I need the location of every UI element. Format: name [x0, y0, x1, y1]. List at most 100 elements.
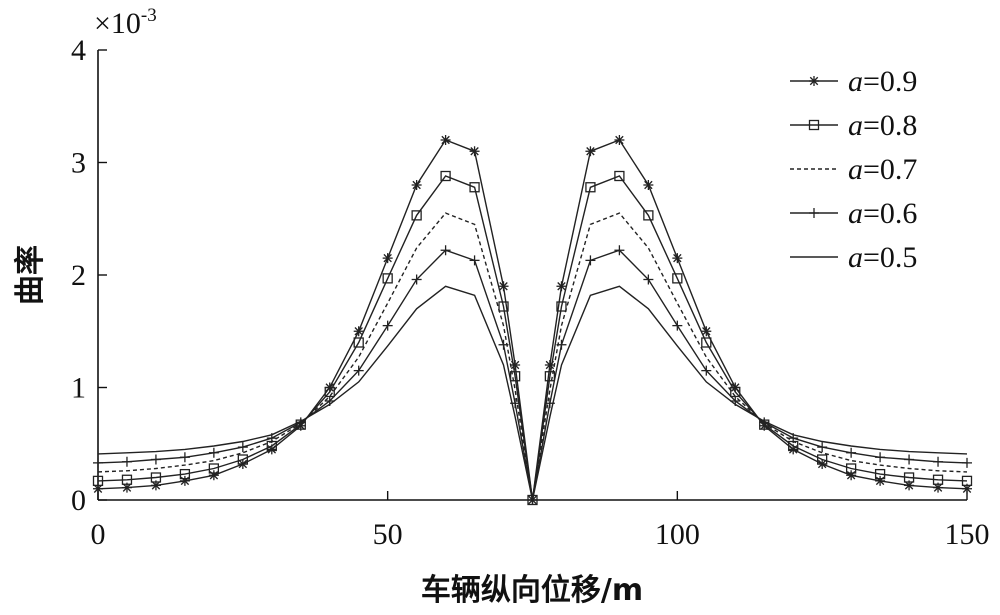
star-marker	[498, 281, 509, 292]
star-marker	[208, 470, 219, 481]
x-ticks: 0 50 100 150	[91, 491, 990, 551]
square-marker	[440, 170, 451, 182]
star-marker	[510, 360, 521, 370]
legend-label: a=0.9	[848, 65, 917, 98]
star-marker	[809, 76, 819, 86]
square-marker	[817, 454, 828, 465]
plus-marker	[701, 365, 712, 376]
legend-entry: a=0.5	[790, 241, 917, 274]
plus-marker	[643, 274, 654, 285]
square-marker	[874, 468, 886, 480]
plus-marker	[962, 457, 972, 468]
square-marker	[808, 119, 820, 131]
legend: a=0.9a=0.8a=0.7a=0.6a=0.5	[790, 65, 917, 274]
legend-label: a=0.6	[848, 197, 917, 230]
plus-marker	[846, 447, 857, 458]
y-tick-label: 3	[71, 147, 86, 180]
plus-marker	[672, 320, 683, 331]
legend-variable: a	[848, 109, 863, 142]
legend-entry: a=0.7	[790, 153, 917, 186]
star-marker	[179, 475, 190, 486]
series-4	[97, 285, 968, 501]
square-marker	[498, 301, 509, 312]
legend-variable: a	[848, 241, 863, 274]
legend-variable: a	[848, 197, 863, 230]
plus-marker	[121, 456, 132, 467]
legend-entry: a=0.6	[790, 197, 917, 230]
y-tick-label: 0	[71, 484, 86, 517]
plus-marker	[411, 274, 422, 285]
legend-value: =0.7	[863, 153, 917, 186]
square-marker	[614, 170, 625, 182]
star-marker	[556, 281, 567, 292]
plus-marker	[817, 442, 828, 453]
star-marker	[585, 146, 596, 157]
square-marker	[353, 337, 364, 348]
axes	[97, 50, 967, 501]
star-marker	[614, 135, 625, 145]
plus-marker	[904, 454, 915, 465]
plus-marker	[93, 457, 103, 468]
plus-marker	[208, 447, 219, 458]
plus-marker	[809, 208, 819, 218]
square-marker	[556, 301, 567, 312]
star-marker	[411, 180, 422, 190]
y-multiplier-exponent: -3	[141, 5, 157, 26]
square-marker	[92, 475, 104, 487]
square-marker	[961, 475, 973, 487]
legend-variable: a	[848, 65, 863, 98]
star-marker	[701, 326, 712, 337]
x-tick-label: 150	[945, 518, 990, 551]
star-marker	[353, 326, 364, 337]
legend-entry: a=0.8	[790, 109, 917, 142]
series-line	[97, 212, 968, 501]
series-line	[97, 175, 968, 501]
legend-value: =0.5	[863, 241, 917, 274]
square-marker	[845, 463, 857, 474]
star-marker	[904, 480, 915, 491]
x-tick-label: 100	[655, 518, 700, 551]
plus-marker	[382, 320, 393, 331]
square-marker	[903, 472, 915, 483]
square-marker	[382, 273, 393, 284]
square-marker	[701, 337, 712, 348]
square-marker	[672, 273, 683, 284]
legend-value: =0.6	[863, 197, 917, 230]
series-line	[97, 285, 968, 501]
square-marker	[411, 210, 422, 221]
y-tick-label: 4	[71, 34, 86, 67]
plus-marker	[614, 245, 625, 256]
legend-variable: a	[848, 153, 863, 186]
series-2	[97, 212, 968, 501]
square-marker	[121, 474, 133, 485]
plus-marker	[469, 255, 480, 266]
square-marker	[643, 210, 654, 221]
plus-marker	[585, 255, 596, 266]
legend-entry: a=0.9	[790, 65, 917, 98]
series-layer	[92, 135, 973, 506]
star-marker	[643, 180, 654, 190]
y-tick-label: 2	[71, 259, 86, 292]
x-tick-label: 0	[91, 518, 106, 551]
square-marker	[932, 474, 944, 485]
star-marker	[544, 360, 555, 370]
legend-label: a=0.7	[848, 153, 917, 186]
series-3	[93, 245, 972, 505]
series-line	[97, 139, 968, 501]
x-axis-title: 车辆纵向位移/m	[421, 573, 643, 608]
plus-marker	[353, 365, 364, 376]
square-marker	[150, 472, 162, 483]
series-0	[93, 135, 972, 505]
legend-value: =0.8	[863, 109, 917, 142]
x-tick-label: 50	[373, 518, 403, 551]
star-marker	[382, 253, 393, 264]
plus-marker	[556, 339, 567, 350]
square-marker	[208, 463, 220, 474]
y-multiplier-label: ×10-3	[94, 5, 157, 40]
square-marker	[179, 468, 191, 480]
series-1	[92, 170, 973, 506]
square-marker	[544, 371, 556, 382]
series-line	[97, 249, 968, 501]
y-axis-title: 曲率	[13, 245, 48, 305]
